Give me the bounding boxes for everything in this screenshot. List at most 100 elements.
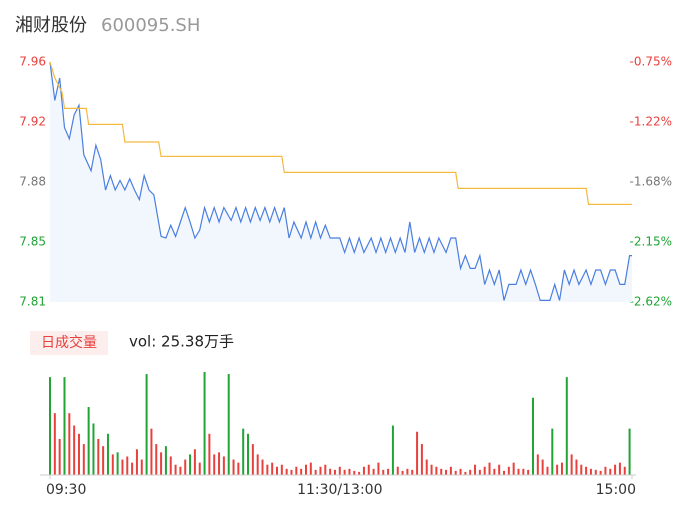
volume-bar: [314, 469, 317, 475]
volume-bar: [87, 407, 90, 475]
volume-bar: [604, 466, 607, 475]
volume-badge: [30, 331, 108, 355]
volume-bar: [377, 462, 380, 475]
volume-bar: [474, 464, 477, 475]
volume-bar: [449, 466, 452, 475]
volume-bar: [560, 462, 563, 475]
y2-tick-label: -1.22%: [630, 115, 672, 129]
volume-bar: [102, 446, 105, 475]
volume-bar: [300, 468, 303, 475]
volume-bar: [527, 469, 530, 475]
volume-bar: [406, 468, 409, 475]
x-tick-label: 15:00: [596, 482, 636, 498]
volume-bar: [517, 468, 520, 475]
volume-bar: [401, 470, 404, 475]
volume-bar: [367, 464, 370, 475]
volume-bar: [280, 464, 283, 475]
volume-bar: [63, 377, 66, 475]
volume-bar: [459, 468, 462, 475]
volume-bar: [507, 466, 510, 475]
volume-bar: [353, 470, 356, 475]
x-tick-label: 09:30: [46, 482, 86, 498]
volume-bar: [464, 471, 467, 475]
volume-bar: [49, 377, 51, 475]
y2-tick-label: -2.15%: [630, 235, 672, 249]
volume-bar: [358, 471, 361, 475]
volume-bar: [208, 433, 211, 475]
volume-bar: [391, 425, 394, 475]
volume-bar: [256, 454, 259, 475]
volume-bar: [372, 468, 375, 475]
volume-bar: [396, 466, 399, 475]
volume-bar: [454, 470, 457, 475]
volume-bar: [126, 456, 129, 475]
volume-bar: [247, 433, 250, 475]
volume-bar: [261, 459, 264, 475]
volume-bar: [498, 464, 501, 475]
volume-bar: [276, 466, 279, 475]
volume-bar: [179, 466, 182, 475]
volume-bar: [387, 468, 390, 475]
volume-bar: [570, 454, 573, 475]
volume-bar: [382, 469, 385, 475]
volume-bar: [174, 464, 177, 475]
volume-bar: [512, 462, 515, 475]
volume-bar: [203, 372, 206, 475]
volume-bar: [285, 468, 288, 475]
volume-bar: [58, 438, 61, 475]
y2-tick-label: -2.62%: [630, 295, 672, 309]
volume-bar: [266, 464, 269, 475]
volume-bar: [594, 469, 597, 475]
volume-bar: [232, 459, 235, 475]
volume-bar: [623, 466, 626, 475]
volume-bar: [333, 469, 336, 475]
volume-bar: [140, 459, 143, 475]
volume-bar: [435, 466, 438, 475]
volume-bar: [290, 469, 293, 475]
stock-name: 湘财股份: [15, 15, 87, 36]
volume-bar: [222, 456, 225, 475]
volume-bar: [111, 454, 114, 475]
volume-bar: [218, 452, 221, 475]
volume-bar: [430, 464, 433, 475]
volume-total: vol: 25.38万手: [129, 333, 234, 351]
stock-code: 600095.SH: [101, 15, 200, 36]
volume-bar: [164, 446, 167, 475]
volume-bar: [469, 469, 472, 475]
y-tick-label: 7.92: [19, 115, 46, 129]
volume-bar: [493, 468, 496, 475]
volume-bar: [251, 444, 254, 475]
volume-bar: [362, 466, 365, 475]
volume-bar: [536, 454, 539, 475]
volume-bar: [184, 459, 187, 475]
volume-bar: [609, 468, 612, 475]
volume-bar: [213, 454, 216, 475]
volume-bar: [295, 466, 298, 475]
volume-bar: [106, 433, 109, 475]
volume-bar: [565, 377, 568, 475]
volume-bar: [440, 468, 443, 475]
volume-bar: [242, 428, 245, 475]
volume-bar: [488, 462, 491, 475]
y2-tick-label: -0.75%: [630, 55, 672, 69]
volume-bar: [503, 470, 506, 475]
volume-bar: [97, 438, 100, 475]
volume-bar: [589, 468, 592, 475]
y-tick-label: 7.88: [19, 175, 46, 189]
volume-bar: [618, 462, 621, 475]
volume-bar: [309, 462, 312, 475]
volume-bar: [420, 444, 423, 475]
volume-bar: [237, 462, 240, 475]
y-tick-label: 7.81: [19, 295, 46, 309]
volume-bar: [599, 470, 602, 475]
volume-bar: [343, 469, 346, 475]
volume-bar: [198, 462, 201, 475]
volume-bar: [585, 466, 588, 475]
volume-bar: [145, 374, 148, 475]
volume-bar: [411, 469, 414, 475]
volume-bar: [522, 468, 525, 475]
volume-bar: [131, 462, 134, 475]
volume-bar: [135, 449, 138, 475]
volume-bar: [160, 452, 163, 475]
volume-bar: [348, 468, 351, 475]
